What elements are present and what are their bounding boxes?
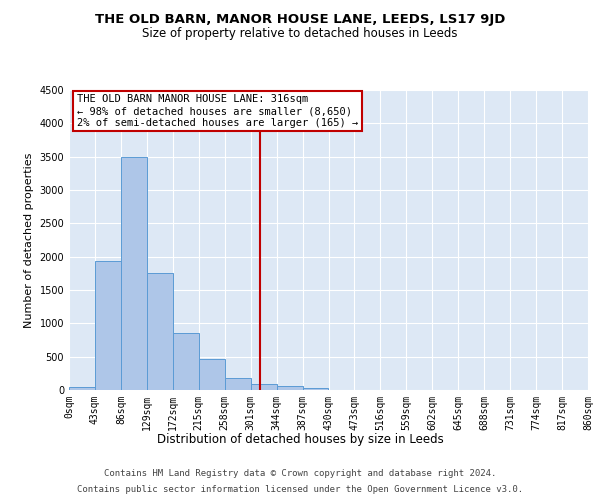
- Y-axis label: Number of detached properties: Number of detached properties: [24, 152, 34, 328]
- Text: THE OLD BARN, MANOR HOUSE LANE, LEEDS, LS17 9JD: THE OLD BARN, MANOR HOUSE LANE, LEEDS, L…: [95, 12, 505, 26]
- Bar: [147, 272, 173, 390]
- Bar: [173, 334, 199, 390]
- Bar: [224, 378, 251, 390]
- Text: Contains HM Land Registry data © Crown copyright and database right 2024.: Contains HM Land Registry data © Crown c…: [104, 469, 496, 478]
- Text: THE OLD BARN MANOR HOUSE LANE: 316sqm
← 98% of detached houses are smaller (8,65: THE OLD BARN MANOR HOUSE LANE: 316sqm ← …: [77, 94, 358, 128]
- Bar: [69, 386, 95, 390]
- Bar: [95, 262, 121, 390]
- Bar: [121, 156, 147, 390]
- Text: Size of property relative to detached houses in Leeds: Size of property relative to detached ho…: [142, 28, 458, 40]
- Bar: [199, 360, 224, 390]
- Bar: [251, 384, 277, 390]
- Bar: [302, 388, 329, 390]
- Text: Contains public sector information licensed under the Open Government Licence v3: Contains public sector information licen…: [77, 485, 523, 494]
- Bar: [277, 386, 302, 390]
- Text: Distribution of detached houses by size in Leeds: Distribution of detached houses by size …: [157, 432, 443, 446]
